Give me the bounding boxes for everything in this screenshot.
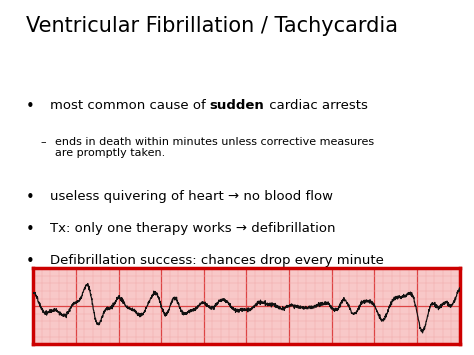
Text: most common cause of: most common cause of [50, 99, 210, 113]
Text: Defibrillation success: chances drop every minute: Defibrillation success: chances drop eve… [50, 254, 383, 267]
Text: cardiac arrests: cardiac arrests [264, 99, 367, 113]
Text: useless quivering of heart → no blood flow: useless quivering of heart → no blood fl… [50, 190, 333, 203]
Text: –: – [40, 137, 46, 147]
Text: •: • [26, 190, 35, 205]
Text: •: • [26, 254, 35, 269]
Text: sudden: sudden [210, 99, 264, 113]
Text: Ventricular Fibrillation / Tachycardia: Ventricular Fibrillation / Tachycardia [26, 16, 398, 36]
Text: ends in death within minutes unless corrective measures
are promptly taken.: ends in death within minutes unless corr… [55, 137, 374, 158]
Text: Tx: only one therapy works → defibrillation: Tx: only one therapy works → defibrillat… [50, 222, 335, 235]
Text: •: • [26, 222, 35, 237]
Text: •: • [26, 99, 35, 114]
